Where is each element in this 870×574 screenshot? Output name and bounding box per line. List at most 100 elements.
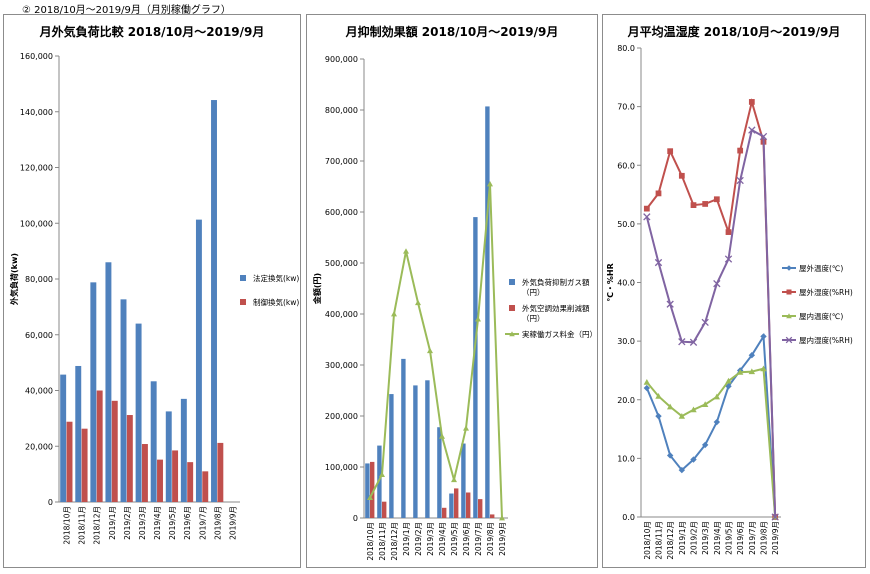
bar (473, 217, 478, 518)
savings-chart: 0 100,000 200,000 300,000 400,000 500,000 600,… (312, 55, 597, 561)
x-tick-label: 2018/11月 (655, 521, 664, 560)
y-axis-title: 外気負荷(kw) (9, 253, 19, 305)
x-tick-label: 2019/4月 (153, 506, 162, 540)
data-point (643, 213, 651, 221)
bar (141, 444, 148, 502)
x-tick-label: 2019/7月 (474, 522, 483, 556)
data-point (643, 205, 650, 212)
data-point (391, 311, 397, 317)
y-tick-label: 120,000 (20, 164, 53, 173)
bar (442, 507, 447, 518)
y-tick-label: 20.0 (617, 396, 635, 405)
x-tick-label: 2019/5月 (450, 522, 459, 556)
data-point (451, 476, 457, 483)
data-point (713, 280, 721, 288)
bar (105, 262, 112, 502)
x-tick-label: 2019/8月 (760, 521, 769, 555)
x-tick-label: 2019/9月 (771, 521, 780, 555)
y-tick-label: 200,000 (325, 412, 358, 421)
bar (75, 365, 82, 502)
series-line (646, 367, 777, 518)
bar (126, 415, 133, 502)
x-tick-label: 2019/1月 (402, 522, 411, 556)
y-axis-title: 金額(円) (312, 273, 322, 305)
y-tick-label: 30.0 (617, 337, 635, 346)
x-tick-label: 2019/2月 (690, 521, 699, 555)
y-tick-label: 0 (48, 498, 53, 507)
legend-label: 屋内湿度(%RH) (799, 335, 853, 345)
data-point (748, 99, 755, 105)
series-line (646, 98, 777, 518)
x-tick-label: 2018/12月 (666, 521, 675, 560)
data-point (701, 318, 709, 327)
bar (66, 421, 73, 502)
y-tick-label: 900,000 (325, 55, 358, 64)
x-tick-label: 2019/6月 (736, 521, 745, 555)
series-line (645, 333, 777, 518)
data-point (701, 401, 709, 407)
bar (111, 400, 118, 502)
bar (449, 493, 454, 518)
y-tick-label: 700,000 (325, 157, 358, 166)
bar (478, 499, 483, 518)
y-tick-label: 80.0 (617, 44, 635, 53)
bar (401, 358, 406, 518)
x-tick-label: 2019/7月 (198, 506, 207, 540)
bar (365, 463, 370, 518)
data-point (654, 258, 663, 267)
bar (96, 390, 103, 502)
legend-swatch (509, 305, 515, 311)
x-tick-label: 2019/3月 (426, 522, 435, 556)
data-point (725, 229, 732, 235)
data-point (690, 202, 697, 208)
data-point (690, 406, 697, 413)
data-point (737, 147, 744, 154)
chart-panel-temp-humidity: 月平均温湿度 2018/10月～2019/9月 0.0 10.0 20.0 30.0 4… (602, 14, 866, 568)
bar (377, 445, 382, 518)
x-tick-label: 2019/3月 (138, 506, 147, 540)
data-point (509, 331, 515, 337)
legend-label: 屋外湿度(%RH) (799, 287, 853, 297)
data-point (771, 513, 779, 521)
legend-swatch (509, 279, 515, 285)
data-point (713, 393, 721, 400)
data-point (689, 338, 698, 346)
x-tick-label: 2019/8月 (486, 522, 495, 556)
x-tick-label: 2019/1月 (108, 506, 117, 540)
data-point (785, 336, 793, 344)
legend-label: 制御換気(kw) (253, 297, 299, 307)
series-line (369, 183, 503, 519)
data-point (463, 425, 469, 431)
data-point (786, 265, 792, 271)
data-point (760, 333, 767, 340)
x-tick-label: 2019/1月 (678, 521, 687, 555)
bar (490, 514, 495, 518)
bar (120, 299, 127, 502)
bar (195, 219, 202, 502)
data-point (415, 299, 421, 306)
x-tick-label: 2018/12月 (93, 506, 102, 545)
legend-label: 屋内温度(℃) (799, 311, 843, 321)
bar (454, 488, 459, 518)
bar (150, 381, 157, 502)
x-tick-label: 2019/6月 (462, 522, 471, 556)
y-tick-label: 300,000 (325, 361, 358, 370)
y-tick-label: 0.0 (622, 513, 635, 522)
y-tick-label: 60,000 (25, 331, 53, 340)
x-tick-label: 2018/11月 (378, 522, 387, 561)
bar (81, 428, 88, 502)
data-point (678, 338, 686, 346)
data-point (760, 365, 767, 372)
data-point (475, 316, 481, 322)
data-point (655, 190, 662, 197)
x-tick-label: 2019/6月 (183, 506, 192, 540)
x-tick-label: 2019/9月 (498, 522, 507, 556)
y-tick-label: 100,000 (325, 463, 358, 472)
y-tick-label: 50.0 (617, 220, 635, 229)
data-point (736, 368, 744, 375)
data-point (702, 201, 709, 207)
x-tick-label: 2019/5月 (168, 506, 177, 540)
data-point (678, 412, 686, 419)
bar (157, 459, 163, 502)
y-tick-label: 140,000 (20, 108, 53, 117)
